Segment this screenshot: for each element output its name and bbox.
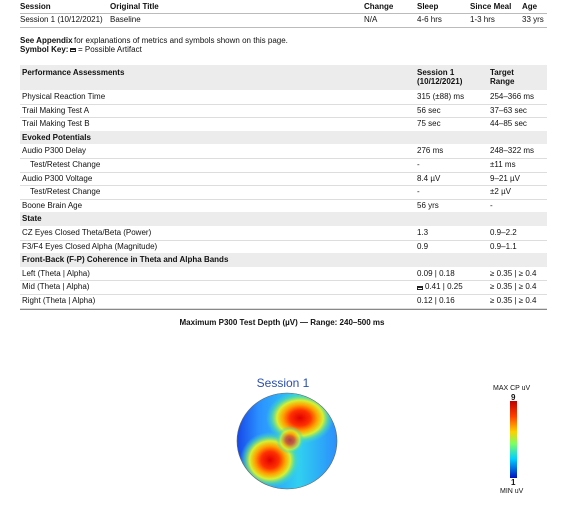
row-target: 0.9–2.2 <box>490 228 517 237</box>
colorbar-bottom-label: MIN uV <box>500 488 524 495</box>
symbol-key-label: Symbol Key: <box>20 45 69 54</box>
map-title: Session 1 <box>256 376 310 390</box>
row-target: ≥ 0.35 | ≥ 0.4 <box>490 282 537 292</box>
row-session: 1.3 <box>417 228 429 237</box>
row-label: Test/Retest Change <box>30 160 101 169</box>
header-label: Original Title <box>110 2 159 11</box>
row-target: 248–322 ms <box>490 146 535 156</box>
colorbar <box>510 401 517 478</box>
row-target: 44–85 sec <box>490 119 527 129</box>
row-label: Audio P300 Voltage <box>22 173 93 183</box>
row-target: 0.9–1.1 <box>490 241 517 251</box>
header-label: Session <box>20 2 51 11</box>
row-target: ±2 µV <box>490 187 512 197</box>
rule <box>20 307 547 309</box>
section-band <box>20 130 547 145</box>
row-target: - <box>490 200 493 210</box>
header-value: 4-6 hrs <box>417 15 442 24</box>
row-label: Left (Theta | Alpha) <box>22 268 90 278</box>
colorbar-top-label: MAX CP uV <box>493 385 531 392</box>
section-band <box>20 253 547 267</box>
table-col: Target <box>490 68 514 77</box>
header-value: 1-3 hrs <box>470 15 495 24</box>
row-label: Audio P300 Delay <box>22 146 87 156</box>
rule <box>20 13 547 14</box>
row-label: Mid (Theta | Alpha) <box>22 282 90 292</box>
row-session: 315 (±88) ms <box>417 92 465 101</box>
header-label: Change <box>364 2 394 11</box>
section-label: State <box>22 214 42 224</box>
header-value: Session 1 (10/12/2021) <box>20 15 103 24</box>
row-session: 56 yrs <box>417 200 439 210</box>
table-col: (10/12/2021) <box>417 77 463 86</box>
header-value: 33 yrs <box>522 15 544 24</box>
appendix-text: for explanations of metrics and symbols … <box>74 36 288 45</box>
symbol-key-text: = Possible Artifact <box>78 45 142 54</box>
row-target: ±11 ms <box>490 160 516 169</box>
section-label: Evoked Potentials <box>22 132 91 142</box>
row-label: Physical Reaction Time <box>22 92 106 101</box>
rule <box>20 280 547 282</box>
row-label: Trail Making Test B <box>22 119 90 129</box>
table-header-band <box>20 65 547 90</box>
rule <box>20 27 547 28</box>
rule <box>20 308 547 310</box>
table-col: Session 1 <box>417 68 455 77</box>
row-label: F3/F4 Eyes Closed Alpha (Magnitude) <box>22 241 158 251</box>
row-session: 8.4 µV <box>417 173 441 183</box>
artifact-icon <box>70 48 76 52</box>
row-target: ≥ 0.35 | ≥ 0.4 <box>490 296 537 305</box>
row-session: 276 ms <box>417 146 444 156</box>
row-target: 254–366 ms <box>490 92 535 101</box>
table-col: Range <box>490 77 515 86</box>
row-label: Test/Retest Change <box>30 187 101 197</box>
row-label: CZ Eyes Closed Theta/Beta (Power) <box>22 228 152 237</box>
table-col: Performance Assessments <box>22 68 125 77</box>
row-session: 56 sec <box>417 105 441 115</box>
header-value: Baseline <box>110 15 141 24</box>
colorbar-min: 1 <box>511 478 516 487</box>
appendix-bold: See Appendix <box>20 36 73 45</box>
rule <box>20 185 547 187</box>
rule <box>20 198 547 200</box>
rule <box>20 158 547 159</box>
row-target: 37–63 sec <box>490 105 527 115</box>
head-map <box>237 393 337 489</box>
row-session: - <box>417 160 420 169</box>
row-label: Boone Brain Age <box>22 200 83 210</box>
row-label: Trail Making Test A <box>22 105 90 115</box>
map-heading: Maximum P300 Test Depth (µV) — Range: 24… <box>179 318 385 327</box>
section-label: Front-Back (F-P) Coherence in Theta and … <box>22 255 229 265</box>
row-label: Right (Theta | Alpha) <box>22 296 96 305</box>
row-session: 0.12 | 0.16 <box>417 296 455 305</box>
row-session: 0.41 | 0.25 <box>425 282 463 292</box>
rule <box>20 294 547 295</box>
header-label: Sleep <box>417 2 439 11</box>
row-session: 75 sec <box>417 119 441 129</box>
colorbar-max: 9 <box>511 393 516 402</box>
section-band <box>20 212 547 226</box>
header-label: Since Meal <box>470 2 512 11</box>
artifact-icon <box>417 286 423 291</box>
row-target: ≥ 0.35 | ≥ 0.4 <box>490 268 537 278</box>
rule <box>20 117 547 119</box>
rule <box>20 103 547 105</box>
row-session: - <box>417 187 420 197</box>
head-outline <box>236 392 338 490</box>
rule <box>20 171 547 173</box>
row-session: 0.9 <box>417 241 429 251</box>
header-label: Age <box>522 2 538 11</box>
row-target: 9–21 µV <box>490 173 520 183</box>
row-session: 0.09 | 0.18 <box>417 268 455 278</box>
header-value: N/A <box>364 15 378 24</box>
rule <box>20 239 547 241</box>
